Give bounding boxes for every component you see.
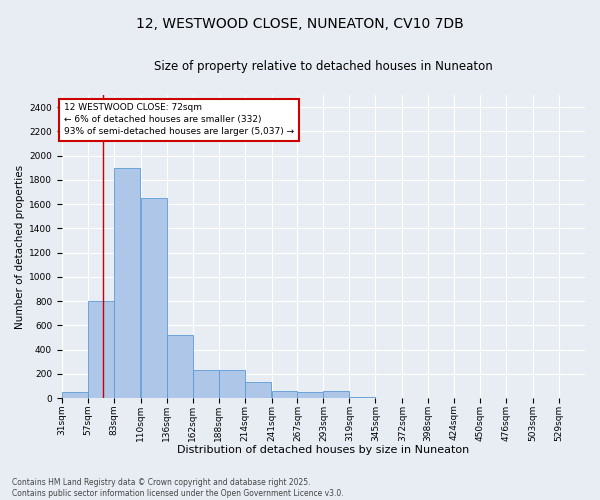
Bar — [349, 397, 376, 398]
Bar — [62, 392, 88, 398]
Bar — [272, 391, 298, 398]
Bar — [141, 198, 167, 398]
Bar — [298, 392, 323, 398]
Bar — [193, 370, 218, 398]
Text: Contains HM Land Registry data © Crown copyright and database right 2025.
Contai: Contains HM Land Registry data © Crown c… — [12, 478, 344, 498]
Bar — [323, 391, 349, 398]
Text: 12 WESTWOOD CLOSE: 72sqm
← 6% of detached houses are smaller (332)
93% of semi-d: 12 WESTWOOD CLOSE: 72sqm ← 6% of detache… — [64, 104, 294, 136]
Bar — [114, 168, 140, 398]
Bar — [245, 382, 271, 398]
Title: Size of property relative to detached houses in Nuneaton: Size of property relative to detached ho… — [154, 60, 493, 73]
Bar — [167, 335, 193, 398]
X-axis label: Distribution of detached houses by size in Nuneaton: Distribution of detached houses by size … — [178, 445, 470, 455]
Bar — [218, 370, 245, 398]
Y-axis label: Number of detached properties: Number of detached properties — [15, 164, 25, 328]
Text: 12, WESTWOOD CLOSE, NUNEATON, CV10 7DB: 12, WESTWOOD CLOSE, NUNEATON, CV10 7DB — [136, 18, 464, 32]
Bar — [88, 301, 114, 398]
